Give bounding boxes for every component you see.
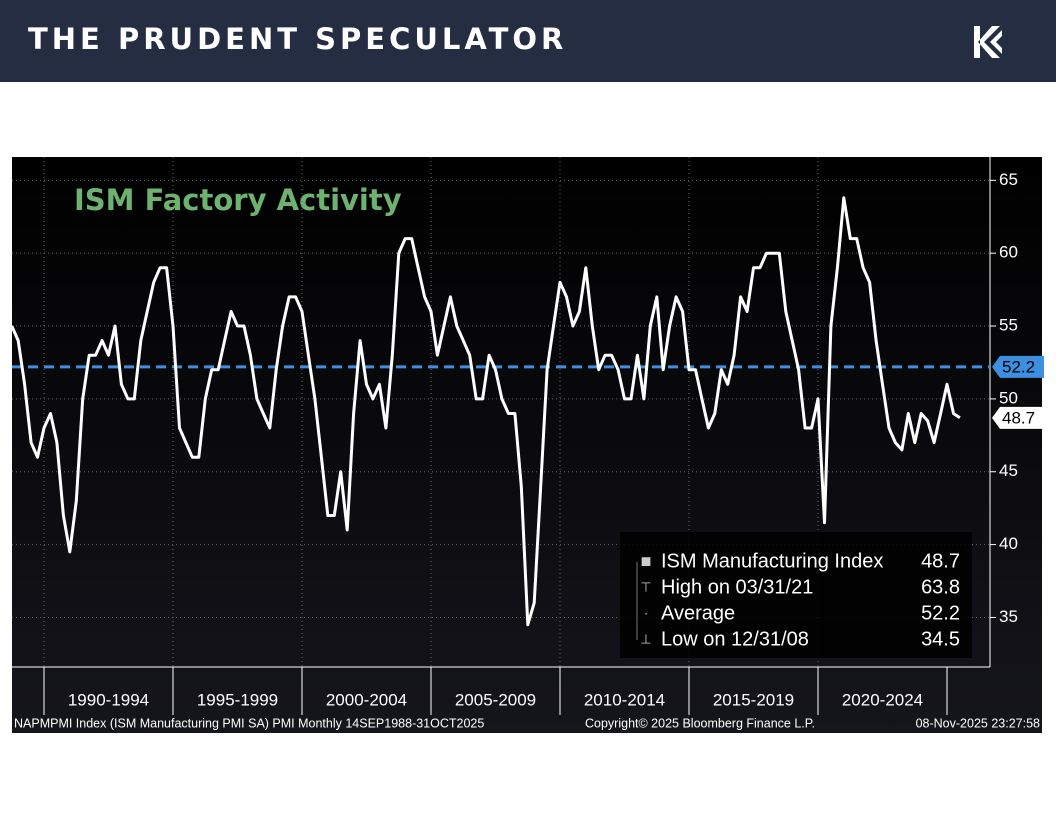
x-tick-label: 2010-2014 — [584, 690, 665, 709]
brand-title: THE PRUDENT SPECULATOR — [28, 22, 568, 56]
legend-symbol: · — [644, 605, 648, 620]
y-tick-label: 50 — [999, 388, 1018, 407]
series-line — [10, 196, 961, 627]
x-tick-label: 1990-1994 — [68, 690, 149, 709]
y-tick-label: 40 — [999, 534, 1018, 553]
legend-symbol: ⊥ — [640, 631, 651, 646]
logo — [974, 26, 1002, 58]
footer-left: NAPMPMI Index (ISM Manufacturing PMI SA)… — [14, 716, 484, 730]
legend-symbol: ■ — [641, 551, 652, 571]
legend-label: ISM Manufacturing Index — [661, 550, 883, 572]
footer-right: 08-Nov-2025 23:27:58 — [916, 716, 1040, 730]
x-tick-label: 2005-2009 — [455, 690, 536, 709]
legend-box — [620, 532, 972, 658]
x-tick-label: 2000-2004 — [326, 690, 407, 709]
y-tick-label: 60 — [999, 243, 1018, 262]
x-tick-label: 2020-2024 — [842, 690, 923, 709]
last-value-tag: 48.7 — [1002, 408, 1035, 427]
last-value-tag-box — [992, 406, 1044, 429]
average-tag: 52.2 — [1002, 357, 1035, 376]
y-tick-label: 65 — [999, 170, 1018, 189]
average-tag-box — [992, 355, 1044, 378]
header-bar: THE PRUDENT SPECULATOR — [0, 0, 1056, 82]
legend-label: Low on 12/31/08 — [661, 628, 809, 650]
x-tick-label: 1995-1999 — [197, 690, 278, 709]
legend-value: 52.2 — [921, 602, 960, 624]
legend-symbol: ⊤ — [640, 579, 651, 594]
footer-center: Copyright© 2025 Bloomberg Finance L.P. — [585, 716, 815, 730]
legend-label: Average — [661, 602, 735, 624]
legend-value: 48.7 — [921, 550, 960, 572]
y-tick-label: 55 — [999, 316, 1018, 335]
y-tick-label: 45 — [999, 461, 1018, 480]
legend-value: 34.5 — [921, 628, 960, 650]
x-tick-label: 2015-2019 — [713, 690, 794, 709]
chart-title: ISM Factory Activity — [74, 183, 402, 217]
y-tick-label: 35 — [999, 607, 1018, 626]
legend-value: 63.8 — [921, 576, 960, 598]
legend-label: High on 03/31/21 — [661, 576, 813, 598]
